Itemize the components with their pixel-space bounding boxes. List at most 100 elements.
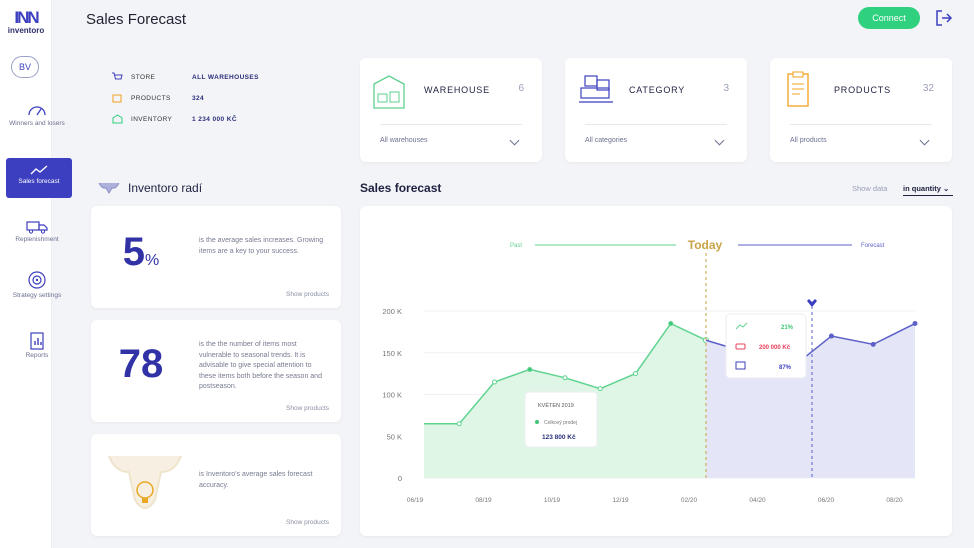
- past-tooltip: [524, 391, 598, 448]
- bull-icon: [98, 182, 120, 194]
- box-icon: [112, 94, 122, 103]
- logout-icon[interactable]: [935, 9, 953, 27]
- x-tick-label: 10/19: [544, 497, 561, 504]
- past-label: Past: [510, 243, 522, 249]
- trend-line-icon: [30, 165, 48, 175]
- past-tooltip-value: 123 800 Kč: [542, 434, 576, 441]
- show-data-value: in quantity: [903, 184, 941, 193]
- tip-card: 5% is the average sales increases. Growi…: [91, 206, 341, 308]
- sidebar-item-winners-and-losers[interactable]: Winners and losers: [4, 102, 70, 127]
- boxes-icon: [579, 75, 613, 103]
- report-icon: [30, 332, 44, 350]
- y-tick-label: 50 K: [387, 432, 402, 441]
- warehouse-select[interactable]: All warehouses: [380, 124, 522, 146]
- past-point: [527, 366, 533, 372]
- show-products-link[interactable]: Show products: [286, 291, 329, 298]
- warehouse-selected-value: All warehouses: [380, 137, 428, 144]
- x-tick-label: 02/20: [681, 497, 698, 504]
- products-key: PRODUCTS: [131, 95, 171, 102]
- connect-button[interactable]: Connect: [858, 7, 920, 29]
- bull-marker-icon: [807, 299, 817, 307]
- forecast-pct-1: 21%: [781, 325, 794, 331]
- store-value: ALL WAREHOUSES: [192, 74, 259, 81]
- clipboard-icon: [787, 71, 809, 107]
- trend-icon: [735, 322, 748, 330]
- chevron-down-icon: [509, 135, 520, 146]
- x-tick-label: 08/19: [475, 497, 492, 504]
- radi-title: Inventoro radí: [128, 181, 203, 195]
- gauge-icon: [28, 106, 46, 116]
- app-logo[interactable]: INN inventoro: [6, 8, 46, 35]
- store-icon: [112, 114, 123, 124]
- warehouse-icon: [373, 75, 405, 109]
- past-tooltip-dot: [535, 420, 539, 424]
- chevron-down-icon: ⌄: [943, 184, 950, 193]
- forecast-point: [870, 341, 876, 347]
- past-point: [456, 421, 462, 427]
- sidebar-item-label: Reports: [25, 352, 49, 359]
- sidebar-item-label: Strategy settings: [12, 292, 62, 299]
- forecast-chart: 200 K 150 K 100 K 50 K 0 06/19 08/19 10/19 12/19…: [382, 238, 918, 504]
- forecast-pct-2: 87%: [779, 365, 792, 371]
- filter-count: 32: [922, 83, 934, 94]
- forecast-chart-card: 200 K 150 K 100 K 50 K 0 06/19 08/19 10/19 12/19…: [360, 206, 952, 536]
- tip-description: is Inventoro's average sales forecast ac…: [199, 471, 313, 489]
- x-tick-label: 06/19: [407, 497, 424, 504]
- today-label: Today: [688, 238, 723, 252]
- inventory-value: 1 234 000 Kč: [192, 116, 237, 123]
- store-key: STORE: [131, 74, 156, 81]
- forecast-point: [912, 321, 918, 327]
- show-products-link[interactable]: Show products: [286, 519, 329, 526]
- forecast-tooltip: [725, 313, 807, 379]
- tip-description: is the average sales increases. Growing …: [199, 237, 324, 255]
- sidebar-item-label: Replenishment: [15, 236, 59, 243]
- sidebar-item-reports[interactable]: Reports: [4, 332, 70, 359]
- x-tick-label: 04/20: [749, 497, 766, 504]
- cart-icon: [112, 72, 123, 80]
- filter-category[interactable]: CATEGORY 3 All categories: [565, 58, 747, 162]
- logo-word: inventoro: [7, 26, 45, 35]
- tip-value: 78: [118, 342, 164, 386]
- forecast-value: 200 000 Kč: [759, 345, 791, 351]
- bull-lightbulb-icon: [108, 455, 182, 509]
- filter-warehouse[interactable]: WAREHOUSE 6 All warehouses: [360, 58, 542, 162]
- sidebar-item-replenishment[interactable]: Replenishment: [4, 220, 70, 243]
- products-select[interactable]: All products: [790, 124, 932, 146]
- filter-name: WAREHOUSE: [424, 85, 490, 95]
- page-title: Sales Forecast: [86, 11, 187, 28]
- sidebar-item-strategy-settings[interactable]: Strategy settings: [4, 270, 70, 299]
- y-tick-label: 150 K: [382, 349, 402, 358]
- sidebar-item-label: Sales forecast: [18, 178, 60, 185]
- category-select[interactable]: All categories: [585, 124, 727, 146]
- forecast-point: [828, 333, 834, 339]
- past-point: [492, 379, 497, 385]
- x-tick-label: 12/19: [612, 497, 629, 504]
- filter-count: 6: [518, 83, 524, 94]
- past-point: [633, 371, 638, 377]
- sidebar-item-label: Winners and losers: [9, 120, 65, 127]
- products-selected-value: All products: [790, 137, 827, 144]
- filter-products[interactable]: PRODUCTS 32 All products: [770, 58, 952, 162]
- logo-mark: INN: [14, 8, 39, 27]
- y-tick-label: 0: [398, 474, 402, 483]
- sidebar: INN inventoro BV Winners and losers Sale…: [0, 0, 72, 548]
- chevron-down-icon: [714, 135, 725, 146]
- x-tick-label: 06/20: [818, 497, 835, 504]
- tip-value: 5%: [122, 230, 160, 274]
- past-point: [562, 375, 568, 381]
- inventory-key: INVENTORY: [131, 116, 173, 123]
- tip-card: is Inventoro's average sales forecast ac…: [91, 434, 341, 536]
- tip-description: is the the number of items most vulnerab…: [199, 341, 322, 390]
- past-point: [597, 386, 603, 392]
- y-tick-label: 200 K: [382, 307, 402, 316]
- past-point: [668, 321, 674, 327]
- show-data-select[interactable]: in quantity ⌄: [903, 184, 953, 196]
- category-selected-value: All categories: [585, 137, 628, 144]
- sidebar-item-sales-forecast[interactable]: Sales forecast: [6, 158, 72, 198]
- show-products-link[interactable]: Show products: [286, 405, 329, 412]
- avatar[interactable]: BV: [11, 56, 39, 78]
- filter-name: PRODUCTS: [834, 85, 891, 95]
- target-icon: [28, 271, 46, 289]
- forecast-title: Sales forecast: [360, 181, 442, 195]
- store-icon: [735, 361, 746, 370]
